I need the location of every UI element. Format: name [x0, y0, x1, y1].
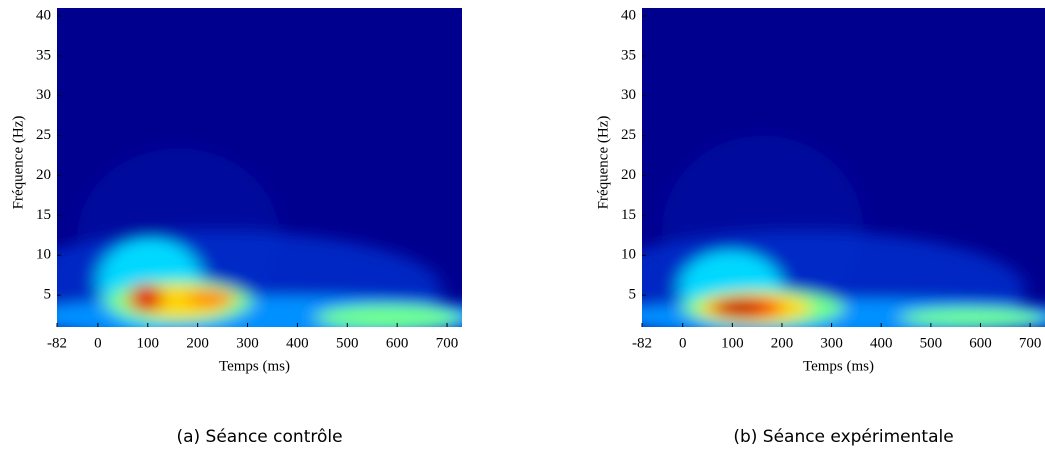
y-tick-label: 25 — [621, 127, 636, 143]
x-tick-label: 100 — [137, 335, 160, 351]
y-tick-label: 30 — [36, 87, 51, 103]
heat-blob — [899, 307, 1045, 327]
y-tick-label: 20 — [621, 167, 636, 183]
heat-blob — [186, 288, 236, 308]
x-tick-label: 500 — [920, 335, 943, 351]
y-tick-label: 10 — [36, 247, 51, 263]
caption: (a) Séance contrôle — [176, 427, 342, 447]
heatmap-b — [642, 8, 1045, 327]
x-tick-label: 200 — [771, 335, 794, 351]
y-axis-label: Fréquence (Hz) — [10, 116, 26, 210]
y-tick-label: 15 — [621, 207, 636, 223]
y-tick-label: 15 — [36, 207, 51, 223]
x-tick-label: 300 — [236, 335, 259, 351]
x-tick-label: 100 — [721, 335, 744, 351]
x-tick-label: -82 — [47, 335, 67, 351]
y-tick-label: 35 — [36, 47, 51, 63]
y-axis-label: Fréquence (Hz) — [595, 116, 611, 210]
x-tick-label: 600 — [969, 335, 992, 351]
heatmap-field — [642, 135, 1045, 327]
heatmap-a — [57, 8, 462, 327]
y-tick-label: 25 — [36, 127, 51, 143]
caption: (b) Séance expérimentale — [733, 427, 953, 447]
x-tick-label: 500 — [336, 335, 359, 351]
x-tick-label: 400 — [286, 335, 309, 351]
x-tick-label: -82 — [632, 335, 652, 351]
heatmap-field — [57, 148, 462, 327]
x-tick-label: 600 — [386, 335, 409, 351]
x-tick-label: 700 — [436, 335, 459, 351]
heat-blob — [642, 231, 1025, 327]
y-tick-label: 5 — [44, 287, 52, 303]
heat-blob — [316, 304, 462, 327]
x-tick-label: 300 — [820, 335, 843, 351]
heat-blob — [129, 283, 163, 313]
x-axis-label: Temps (ms) — [219, 358, 290, 374]
x-tick-label: 0 — [679, 335, 687, 351]
x-tick-label: 700 — [1019, 335, 1042, 351]
x-axis-label: Temps (ms) — [803, 358, 874, 374]
y-tick-label: 10 — [621, 247, 636, 263]
x-tick-label: 400 — [870, 335, 893, 351]
y-tick-label: 35 — [621, 47, 636, 63]
y-tick-label: 20 — [36, 167, 51, 183]
y-tick-label: 5 — [629, 287, 637, 303]
heat-blob — [714, 299, 763, 316]
x-tick-label: 200 — [186, 335, 209, 351]
y-tick-label: 30 — [621, 87, 636, 103]
y-tick-label: 40 — [36, 7, 51, 23]
y-tick-label: 40 — [621, 7, 636, 23]
x-tick-label: 0 — [94, 335, 102, 351]
